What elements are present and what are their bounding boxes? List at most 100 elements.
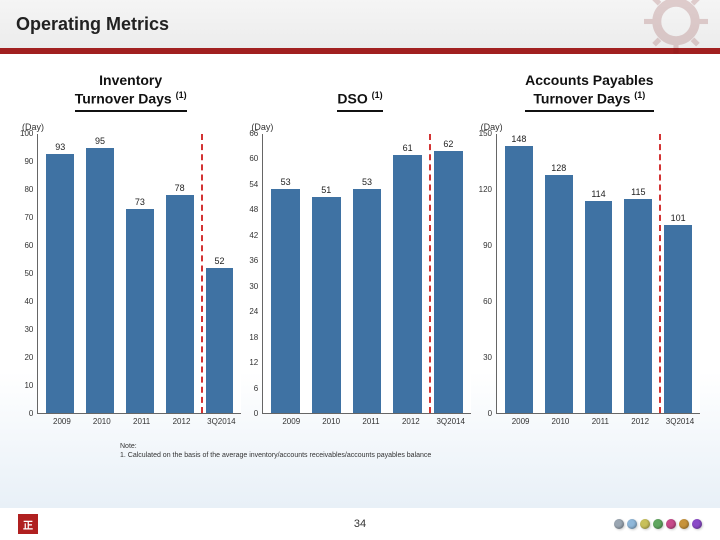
bar-value-label: 114: [591, 189, 605, 199]
x-tick-label: 2011: [351, 417, 391, 426]
bar-value-label: 53: [362, 177, 372, 187]
footnote: Note: 1. Calculated on the basis of the …: [120, 442, 700, 460]
bar-slot: 128: [539, 134, 579, 413]
bar-value-label: 62: [443, 139, 453, 149]
bar-slot: 78: [160, 134, 200, 413]
slide-header: Operating Metrics: [0, 0, 720, 54]
bar-value-label: 51: [321, 185, 331, 195]
bar-rect: [434, 151, 462, 413]
x-labels: 20092010201120123Q2014: [20, 417, 241, 426]
slide-title: Operating Metrics: [16, 14, 169, 35]
bar-rect: [46, 154, 74, 413]
chart-title-line1: Accounts Payables: [525, 72, 653, 90]
chart-column: Accounts PayablesTurnover Days (1)(Day)1…: [479, 72, 700, 426]
bar-value-label: 52: [214, 256, 224, 266]
bar-value-label: 61: [403, 143, 413, 153]
bar-slot: 73: [120, 134, 160, 413]
chart-title: InventoryTurnover Days (1): [75, 72, 187, 112]
gear-icon: [644, 0, 708, 59]
bar-rect: [545, 175, 573, 413]
chart-column: InventoryTurnover Days (1)(Day)100908070…: [20, 72, 241, 426]
content-area: InventoryTurnover Days (1)(Day)100908070…: [0, 54, 720, 508]
bar-slot: 61: [387, 134, 428, 413]
x-tick-label: 2012: [162, 417, 202, 426]
chart-title-line1: Inventory: [75, 72, 187, 90]
separator-dashed-line: [201, 134, 203, 413]
plot: 53 51 53 61 62: [262, 134, 470, 414]
bar-value-label: 101: [671, 213, 686, 223]
bar-slot: 148: [499, 134, 539, 413]
bar-slot: 62: [428, 134, 469, 413]
charts-row: InventoryTurnover Days (1)(Day)100908070…: [20, 72, 700, 426]
title-underline: [75, 110, 187, 112]
chart-title-line2: DSO (1): [337, 90, 382, 108]
bars-container: 148128 114 115 101: [497, 134, 700, 413]
x-tick-label: 2012: [620, 417, 660, 426]
page-number: 34: [354, 518, 366, 530]
x-tick-label: 2009: [501, 417, 541, 426]
separator-dashed-line: [659, 134, 661, 413]
bar-rect: [353, 189, 381, 413]
x-tick-label: 2009: [42, 417, 82, 426]
bar-value-label: 93: [55, 142, 65, 152]
bar-slot: 53: [347, 134, 388, 413]
bar-slot: 115: [618, 134, 658, 413]
x-tick-label: 2012: [391, 417, 431, 426]
x-tick-label: 2010: [311, 417, 351, 426]
bar-rect: [585, 201, 613, 413]
x-tick-label: 2010: [541, 417, 581, 426]
bar-value-label: 95: [95, 136, 105, 146]
x-tick-label: 2010: [82, 417, 122, 426]
bar-slot: 53: [265, 134, 306, 413]
gem-icon: [679, 519, 689, 529]
x-tick-label: 2009: [271, 417, 311, 426]
bar-value-label: 78: [175, 183, 185, 193]
bar-rect: [505, 146, 533, 413]
slide-page: Operating Metrics InventoryTurnover Days…: [0, 0, 720, 540]
gem-icon: [653, 519, 663, 529]
bars-container: 93 95 73 78 52: [38, 134, 241, 413]
chart-title: DSO (1): [337, 72, 382, 112]
separator-dashed-line: [429, 134, 431, 413]
gem-strip: [614, 519, 702, 529]
bar-slot: 95: [80, 134, 120, 413]
bar-slot: 114: [579, 134, 619, 413]
bar-rect: [312, 197, 340, 413]
bar-slot: 93: [40, 134, 80, 413]
plot: 93 95 73 78 52: [37, 134, 241, 414]
chart-title-sup: (1): [176, 90, 187, 100]
bar-slot: 51: [306, 134, 347, 413]
gem-icon: [627, 519, 637, 529]
bar-rect: [393, 155, 421, 413]
chart-title-sup: (1): [634, 90, 645, 100]
plot: 148128 114 115 101: [496, 134, 700, 414]
x-labels: 20092010201120123Q2014: [249, 417, 470, 426]
note-heading: Note:: [120, 442, 700, 451]
x-tick-label: 2011: [580, 417, 620, 426]
gem-icon: [666, 519, 676, 529]
bar-rect: [166, 195, 194, 413]
bars-container: 53 51 53 61 62: [263, 134, 470, 413]
chart-title-line2: Turnover Days (1): [75, 90, 187, 108]
title-underline: [337, 110, 382, 112]
bar-rect: [271, 189, 299, 413]
bar-value-label: 115: [631, 187, 645, 197]
bar-rect: [126, 209, 154, 413]
chart-title-line2: Turnover Days (1): [525, 90, 653, 108]
brand-logo: 正: [18, 514, 38, 534]
x-tick-label: 2011: [122, 417, 162, 426]
plot-area: 10090807060504030201009395737852: [20, 134, 241, 414]
plot-area: 1501209060300148128 114 115 101: [479, 134, 700, 414]
x-labels: 20092010201120123Q2014: [479, 417, 700, 426]
slide-footer: 正 34: [0, 508, 720, 540]
bar-slot: 52: [200, 134, 240, 413]
note-line: 1. Calculated on the basis of the averag…: [120, 451, 700, 460]
x-tick-label: 3Q2014: [431, 417, 471, 426]
x-tick-label: 3Q2014: [660, 417, 700, 426]
bar-value-label: 73: [135, 197, 145, 207]
bar-slot: 101: [658, 134, 698, 413]
y-ticks: 1501209060300: [479, 134, 496, 414]
gem-icon: [614, 519, 624, 529]
chart-title: Accounts PayablesTurnover Days (1): [525, 72, 653, 112]
gem-icon: [640, 519, 650, 529]
